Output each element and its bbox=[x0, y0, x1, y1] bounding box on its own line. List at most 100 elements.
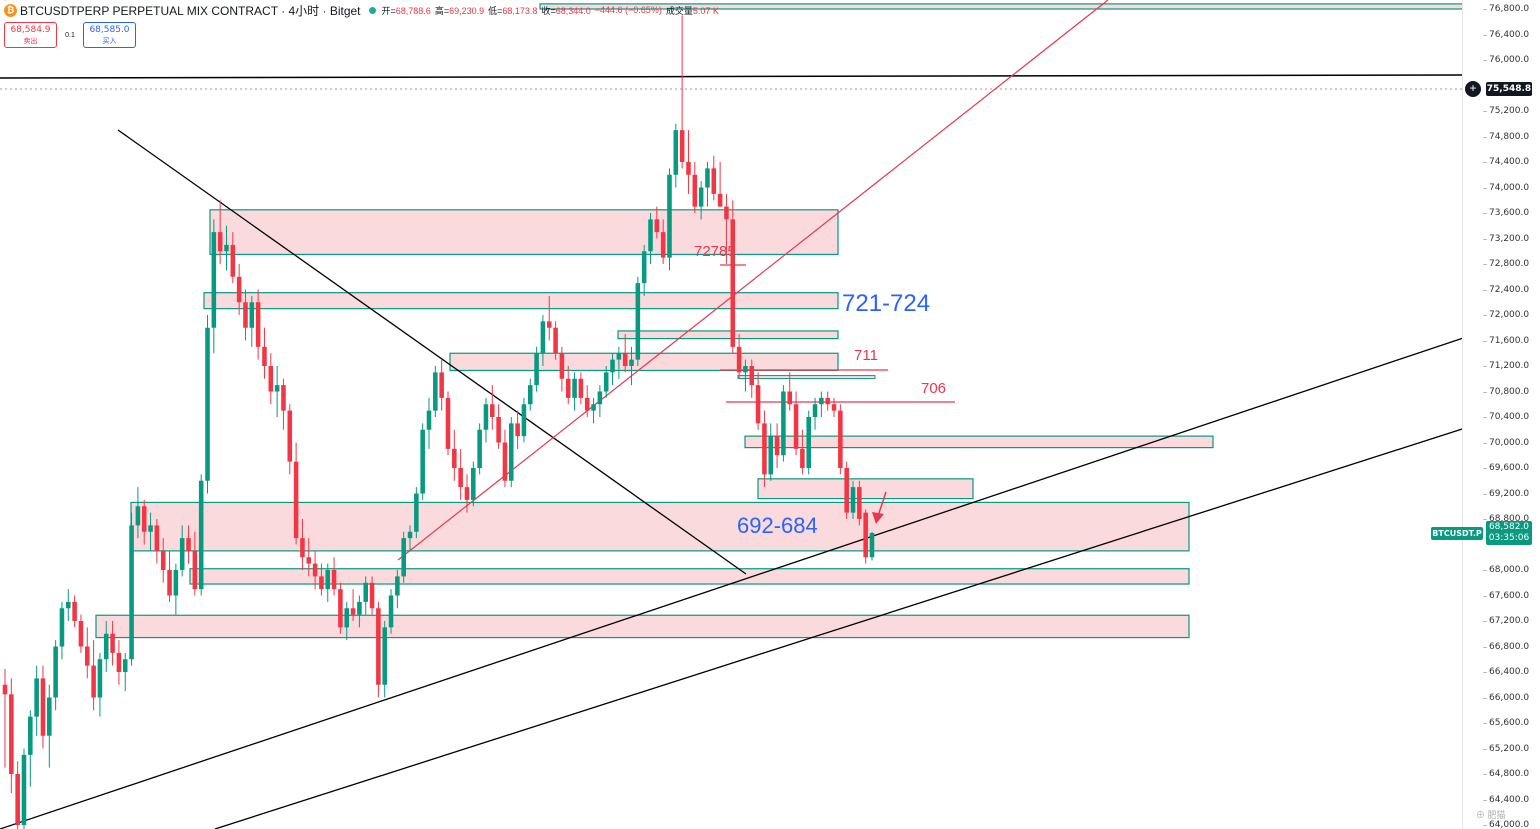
axis-tick: 65,600.0 bbox=[1482, 718, 1530, 728]
axis-tick: 72,800.0 bbox=[1482, 259, 1530, 269]
price-zone bbox=[744, 435, 1214, 449]
level-label-711: 711 bbox=[854, 347, 878, 364]
candle-body bbox=[565, 378, 571, 398]
candle-body bbox=[186, 538, 191, 551]
axis-tick: 65,200.0 bbox=[1482, 743, 1530, 754]
candle-body bbox=[363, 582, 369, 602]
candle-body bbox=[781, 391, 786, 456]
price-axis[interactable]: 76,800.0 76,400.0 76,000.0 75,200.0 74,800.0… bbox=[1462, 0, 1540, 829]
axis-tick: 69,200.0 bbox=[1482, 488, 1530, 499]
axis-tick: 69,600.0 bbox=[1482, 463, 1530, 473]
candle-body bbox=[521, 404, 527, 437]
watermark: ⊕ 肥猫 bbox=[1476, 810, 1506, 820]
candle-body bbox=[534, 353, 539, 386]
candle-body bbox=[287, 410, 293, 462]
candle-body bbox=[477, 429, 482, 468]
price-chart[interactable]: 721-724 692-684 72785 711 706 bbox=[0, 0, 1462, 829]
axis-tick: 71,200.0 bbox=[1482, 361, 1530, 371]
candle-body bbox=[844, 468, 849, 513]
price-zone bbox=[539, 3, 1462, 10]
candle-body bbox=[34, 678, 39, 717]
axis-tick: 73,600.0 bbox=[1482, 208, 1530, 218]
candle-body bbox=[730, 219, 736, 347]
ohlc-open: 开=68,788.6 bbox=[381, 5, 431, 16]
candle-body bbox=[793, 404, 799, 449]
candle-body bbox=[141, 506, 147, 532]
axis-tick: 66,000.0 bbox=[1482, 692, 1530, 703]
candle-body bbox=[357, 601, 362, 615]
candle-body bbox=[787, 391, 793, 405]
candle-body bbox=[160, 550, 166, 570]
price-zone bbox=[95, 614, 1190, 639]
candle-body bbox=[205, 327, 210, 481]
candle-body bbox=[312, 563, 318, 577]
candle-body bbox=[401, 538, 406, 577]
candle-body bbox=[774, 436, 780, 456]
candle-body bbox=[736, 346, 742, 373]
candle-body bbox=[414, 493, 419, 532]
chart-header: ₿ BTCUSDTPERP PERPETUAL MIX CONTRACT · 4… bbox=[4, 2, 723, 18]
candle-body bbox=[344, 608, 350, 628]
symbol-tag: BTCUSDT.P bbox=[1431, 526, 1483, 540]
candle-body bbox=[9, 694, 14, 774]
candle-body bbox=[331, 570, 337, 590]
candle-body bbox=[154, 525, 160, 551]
candle-body bbox=[173, 570, 179, 596]
candle-body bbox=[471, 468, 476, 500]
axis-tick: 71,600.0 bbox=[1482, 335, 1530, 346]
candle-body bbox=[584, 397, 590, 411]
chart-title[interactable]: BTCUSDTPERP PERPETUAL MIX CONTRACT · 4小时… bbox=[20, 3, 361, 18]
axis-tick: 72,400.0 bbox=[1482, 284, 1530, 295]
candle-body bbox=[91, 665, 96, 698]
candle-body bbox=[97, 659, 103, 698]
candle-body bbox=[388, 595, 394, 628]
candle-body bbox=[167, 570, 172, 596]
candle-body bbox=[350, 608, 356, 615]
candle-body bbox=[445, 397, 451, 449]
candle-body bbox=[59, 608, 65, 647]
candle-body bbox=[654, 219, 660, 233]
price-zone bbox=[737, 375, 876, 380]
candle-body bbox=[610, 359, 615, 373]
candle-body bbox=[72, 601, 77, 621]
candle-body bbox=[452, 448, 457, 468]
candle-body bbox=[376, 608, 381, 685]
spread-value: 0.1 bbox=[65, 31, 75, 39]
candle-body bbox=[255, 302, 261, 347]
candle-body bbox=[426, 410, 432, 430]
candle-body bbox=[110, 633, 115, 653]
candle-body bbox=[698, 187, 704, 207]
candle-body bbox=[217, 232, 223, 252]
buy-button[interactable]: 68,585.0 买入 bbox=[83, 22, 136, 48]
candle-body bbox=[21, 754, 27, 825]
add-alert-icon[interactable]: + bbox=[1465, 80, 1481, 97]
candle-body bbox=[673, 130, 679, 175]
resistance-line bbox=[0, 74, 1462, 79]
bitcoin-icon: ₿ bbox=[4, 3, 17, 17]
price-zone bbox=[757, 478, 974, 500]
crosshair-price-label: 75,548.8 bbox=[1486, 81, 1532, 96]
arrow-icon bbox=[877, 491, 887, 517]
candle-body bbox=[597, 391, 603, 405]
sell-button[interactable]: 68,584.9 卖出 bbox=[4, 22, 57, 48]
candle-body bbox=[496, 417, 501, 443]
candle-body bbox=[660, 232, 666, 258]
price-zone bbox=[209, 209, 839, 256]
candle-body bbox=[274, 385, 280, 392]
candle-body bbox=[768, 436, 774, 475]
candle-body bbox=[629, 359, 634, 366]
axis-tick: 75,200.0 bbox=[1482, 106, 1530, 116]
candle-body bbox=[755, 385, 761, 424]
candle-body bbox=[667, 174, 672, 258]
axis-tick: 72,000.0 bbox=[1482, 310, 1530, 320]
candle-body bbox=[857, 487, 862, 519]
candle-body bbox=[53, 646, 58, 698]
candle-body bbox=[464, 487, 470, 500]
axis-tick: 70,000.0 bbox=[1482, 437, 1530, 448]
candle-body bbox=[458, 468, 463, 488]
ohlc-low: 低=68,173.8 bbox=[488, 5, 538, 16]
candle-body bbox=[515, 423, 520, 437]
candle-body bbox=[838, 410, 843, 468]
axis-tick: 74,800.0 bbox=[1482, 131, 1530, 142]
candle-body bbox=[825, 397, 830, 405]
